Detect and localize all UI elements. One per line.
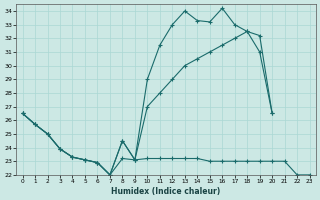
X-axis label: Humidex (Indice chaleur): Humidex (Indice chaleur) (111, 187, 221, 196)
